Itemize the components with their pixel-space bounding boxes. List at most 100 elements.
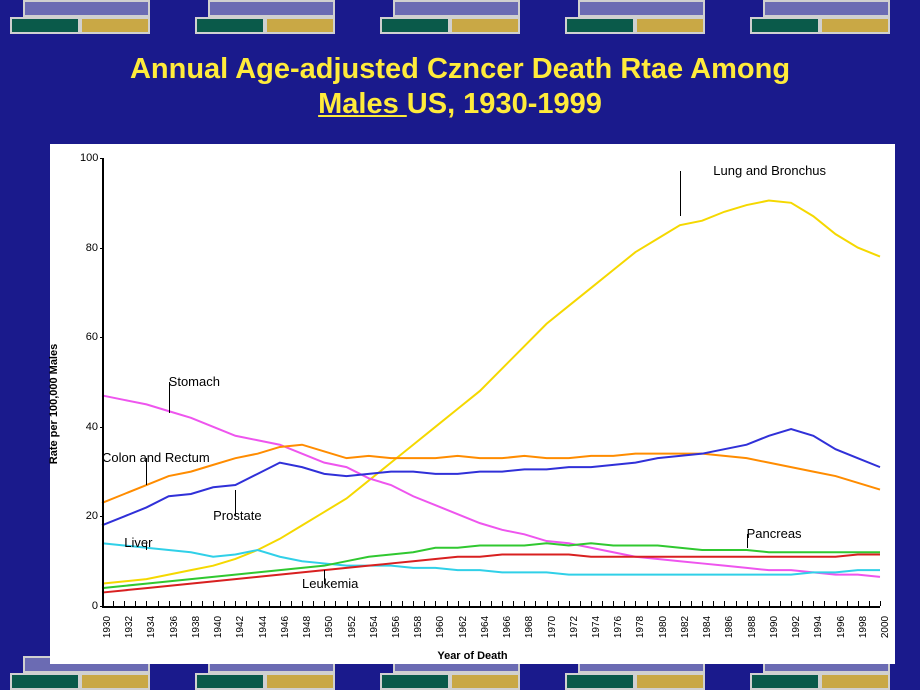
- x-tick: [491, 601, 492, 606]
- series-pointer: [146, 458, 147, 485]
- x-tick: [158, 601, 159, 606]
- x-tick: [347, 601, 348, 606]
- x-tick: [580, 601, 581, 606]
- x-tick: [413, 601, 414, 606]
- y-tick: [100, 516, 104, 517]
- x-tick-label: 1970: [547, 616, 558, 638]
- x-tick: [469, 601, 470, 606]
- x-tick: [713, 601, 714, 606]
- x-tick: [102, 601, 103, 606]
- x-tick-label: 2000: [880, 616, 891, 638]
- title-rest: US, 1930-1999: [407, 88, 602, 120]
- plot-area: Lung and BronchusStomachColon and Rectum…: [102, 158, 880, 606]
- x-tick-label: 1978: [635, 616, 646, 638]
- x-tick: [524, 601, 525, 606]
- y-tick-label: 0: [80, 600, 98, 612]
- x-tick: [191, 601, 192, 606]
- series-label: Prostate: [213, 508, 261, 523]
- deco-block: [380, 0, 520, 34]
- series-label: Colon and Rectum: [102, 450, 210, 465]
- series-pointer: [747, 534, 748, 547]
- x-tick: [269, 601, 270, 606]
- x-tick-label: 1990: [769, 616, 780, 638]
- x-tick: [258, 601, 259, 606]
- x-tick-label: 1932: [124, 616, 135, 638]
- x-tick-label: 1966: [502, 616, 513, 638]
- x-tick: [802, 601, 803, 606]
- x-tick: [169, 601, 170, 606]
- series-pointer: [235, 490, 236, 517]
- x-tick: [869, 601, 870, 606]
- series-pointer: [680, 171, 681, 216]
- x-tick-label: 1998: [858, 616, 869, 638]
- x-tick: [602, 601, 603, 606]
- x-tick: [369, 601, 370, 606]
- series-label: Liver: [124, 535, 152, 550]
- x-tick: [736, 601, 737, 606]
- x-tick: [669, 601, 670, 606]
- y-axis-label: Rate per 100,000 Males: [48, 344, 60, 464]
- y-tick: [100, 337, 104, 338]
- x-tick-label: 1956: [391, 616, 402, 638]
- x-tick: [858, 601, 859, 606]
- title-males: Males: [318, 88, 407, 120]
- x-tick: [447, 601, 448, 606]
- y-tick-label: 40: [80, 421, 98, 433]
- x-tick: [535, 601, 536, 606]
- y-tick-label: 60: [80, 331, 98, 343]
- deco-block: [565, 0, 705, 34]
- x-tick: [569, 601, 570, 606]
- x-tick: [724, 601, 725, 606]
- y-tick-label: 80: [80, 242, 98, 254]
- x-tick: [246, 601, 247, 606]
- x-tick-label: 1968: [524, 616, 535, 638]
- x-tick: [791, 601, 792, 606]
- x-tick: [502, 601, 503, 606]
- y-tick-label: 20: [80, 510, 98, 522]
- x-tick-label: 1996: [836, 616, 847, 638]
- x-tick: [335, 601, 336, 606]
- x-tick: [769, 601, 770, 606]
- x-tick: [813, 601, 814, 606]
- x-tick-label: 1994: [813, 616, 824, 638]
- x-tick: [202, 601, 203, 606]
- series-pointer: [324, 570, 325, 583]
- x-tick-label: 1958: [413, 616, 424, 638]
- x-tick-label: 1948: [302, 616, 313, 638]
- x-tick-label: 1964: [480, 616, 491, 638]
- y-tick: [100, 427, 104, 428]
- x-tick: [280, 601, 281, 606]
- x-tick-label: 1986: [724, 616, 735, 638]
- x-tick-label: 1988: [747, 616, 758, 638]
- x-tick-label: 1962: [458, 616, 469, 638]
- deco-block: [195, 0, 335, 34]
- y-tick: [100, 248, 104, 249]
- x-tick: [302, 601, 303, 606]
- x-tick: [324, 601, 325, 606]
- x-tick: [135, 601, 136, 606]
- x-tick: [124, 601, 125, 606]
- x-tick-label: 1930: [102, 616, 113, 638]
- deco-block: [750, 0, 890, 34]
- x-tick-label: 1972: [569, 616, 580, 638]
- series-label: Leukemia: [302, 576, 358, 591]
- series-leukemia: [102, 554, 880, 592]
- x-tick-label: 1960: [435, 616, 446, 638]
- x-tick: [146, 601, 147, 606]
- x-tick: [880, 601, 881, 606]
- series-label: Stomach: [169, 374, 220, 389]
- series-pointer: [146, 543, 147, 550]
- x-tick: [235, 601, 236, 606]
- y-tick: [100, 158, 104, 159]
- x-tick-label: 1942: [235, 616, 246, 638]
- series-label: Pancreas: [747, 526, 802, 541]
- x-tick: [647, 601, 648, 606]
- x-tick-label: 1982: [680, 616, 691, 638]
- x-tick-label: 1950: [324, 616, 335, 638]
- x-tick: [824, 601, 825, 606]
- chart-panel: Rate per 100,000 Males Year of Death Lun…: [50, 144, 895, 664]
- x-axis-label: Year of Death: [437, 650, 507, 662]
- x-tick: [224, 601, 225, 606]
- y-tick-label: 100: [80, 152, 98, 164]
- x-tick: [291, 601, 292, 606]
